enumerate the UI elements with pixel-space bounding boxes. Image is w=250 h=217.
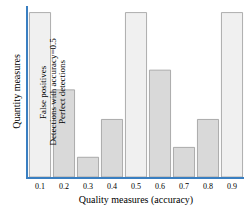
svg-text:Quantity measures: Quantity measures xyxy=(11,54,22,129)
svg-text:0.7: 0.7 xyxy=(179,182,189,191)
svg-text:Detections with accuracy=0.5: Detections with accuracy=0.5 xyxy=(48,38,58,146)
svg-text:0.1: 0.1 xyxy=(35,182,45,191)
svg-text:0.9: 0.9 xyxy=(227,182,237,191)
svg-text:False positives: False positives xyxy=(38,65,48,119)
svg-text:0.4: 0.4 xyxy=(107,182,117,191)
svg-text:Quality measures (accuracy): Quality measures (accuracy) xyxy=(79,194,193,206)
svg-text:0.6: 0.6 xyxy=(155,182,165,191)
svg-text:0.5: 0.5 xyxy=(131,182,141,191)
svg-text:0.8: 0.8 xyxy=(203,182,213,191)
svg-text:0.2: 0.2 xyxy=(59,182,69,191)
svg-text:0.3: 0.3 xyxy=(83,182,93,191)
svg-text:Perfect detections: Perfect detections xyxy=(57,59,67,124)
